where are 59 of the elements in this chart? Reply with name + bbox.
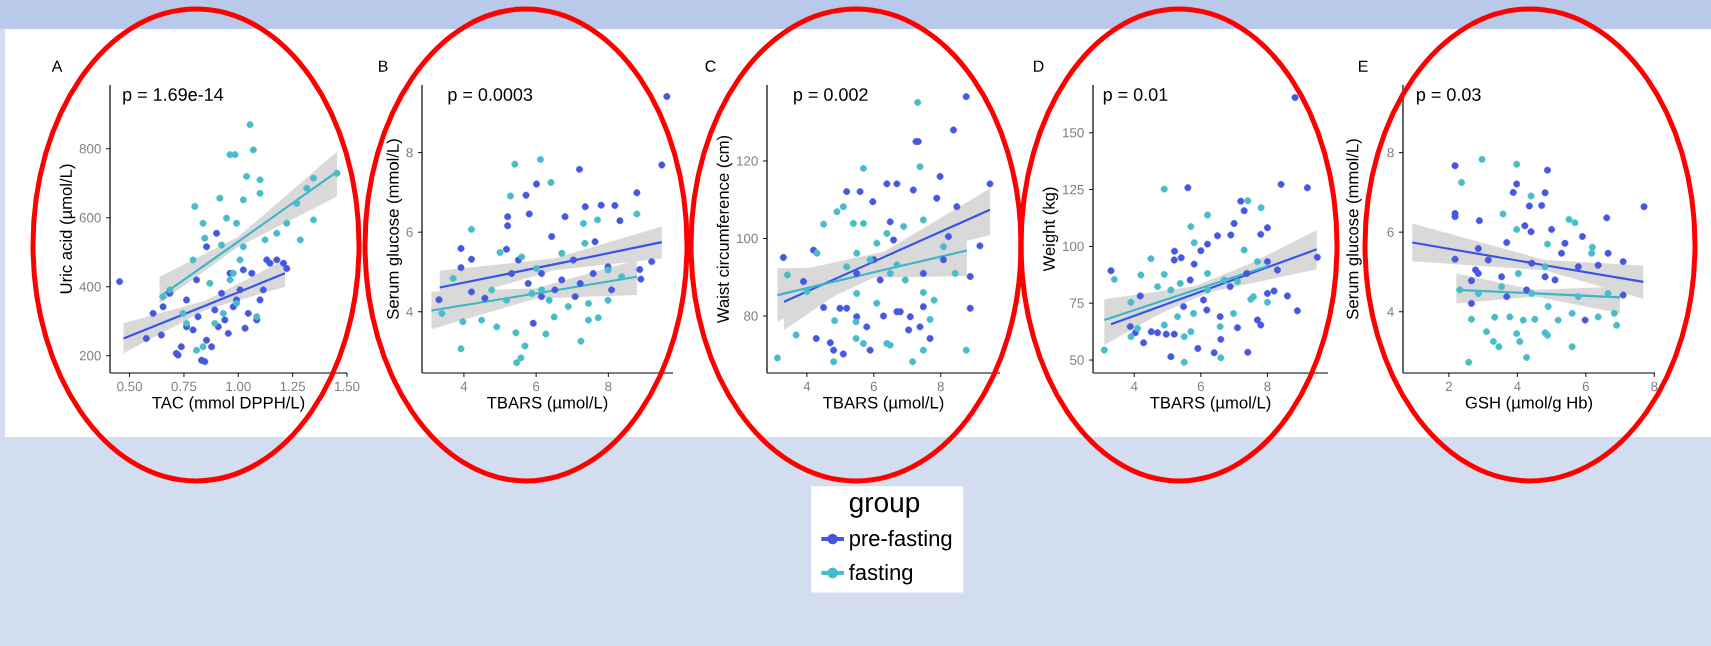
x-tick-label: 6 bbox=[1582, 381, 1589, 392]
x-tick-label: 0.50 bbox=[117, 381, 143, 392]
x-tick-label: 4 bbox=[803, 381, 811, 391]
y-tick-label: 6 bbox=[406, 227, 413, 237]
y-tick-label: 125 bbox=[1063, 184, 1084, 195]
x-tick-label: 0.75 bbox=[171, 381, 197, 392]
legend-label: pre-fasting bbox=[850, 530, 952, 551]
annotation: p = 0.01 bbox=[1103, 88, 1168, 105]
x-tick-label: 6 bbox=[870, 381, 877, 392]
y-axis-title: Serum glucose (mmol/L) bbox=[1346, 139, 1362, 320]
y-tick-label: 150 bbox=[1063, 128, 1084, 138]
y-tick-label: 120 bbox=[737, 156, 758, 166]
y-tick-label: 100 bbox=[737, 233, 758, 244]
y-tick-label: 80 bbox=[744, 311, 758, 321]
x-tick-label: 4 bbox=[460, 381, 468, 391]
y-tick-label: 400 bbox=[79, 282, 101, 292]
y-tick-label: 600 bbox=[79, 213, 101, 223]
x-axis-title: GSH (µmol/g Hb) bbox=[1465, 396, 1593, 412]
chart-title: A bbox=[51, 60, 63, 72]
legend-title: group bbox=[849, 496, 920, 518]
x-tick-label: 1.25 bbox=[280, 381, 306, 392]
x-tick-label: 1.50 bbox=[335, 381, 360, 392]
x-tick-label: 6 bbox=[1197, 381, 1204, 392]
chart-title: D bbox=[1034, 60, 1044, 72]
y-axis-title: Waist circumference (cm) bbox=[716, 135, 733, 324]
x-axis-title: TBARS (µmol/L) bbox=[1150, 396, 1271, 412]
x-tick-label: 1.00 bbox=[226, 381, 251, 392]
x-tick-label: 8 bbox=[605, 381, 612, 392]
legend-label: fasting bbox=[849, 563, 913, 585]
x-tick-label: 8 bbox=[1651, 381, 1658, 392]
x-axis-title: TBARS (µmol/L) bbox=[823, 396, 944, 412]
y-tick-label: 200 bbox=[79, 351, 101, 361]
annotation: p = 0.002 bbox=[794, 88, 868, 105]
chart-title: E bbox=[1359, 60, 1368, 72]
chart-title: C bbox=[705, 60, 716, 72]
y-tick-label: 4 bbox=[1387, 307, 1394, 317]
x-tick-label: 4 bbox=[1130, 381, 1138, 391]
x-tick-label: 4 bbox=[1513, 381, 1521, 391]
y-tick-label: 8 bbox=[406, 147, 413, 158]
x-tick-label: 8 bbox=[937, 381, 944, 392]
y-tick-label: 4 bbox=[406, 307, 413, 317]
x-axis-title: TBARS (µmol/L) bbox=[487, 396, 608, 412]
y-tick-label: 6 bbox=[1387, 227, 1394, 237]
x-axis-title: TAC (mmol DPPH/L) bbox=[152, 396, 305, 412]
y-tick-label: 100 bbox=[1063, 241, 1084, 252]
x-tick-label: 8 bbox=[1264, 381, 1271, 392]
chart-title: B bbox=[379, 60, 388, 72]
x-tick-label: 6 bbox=[533, 381, 540, 392]
annotation: p = 0.0003 bbox=[448, 88, 533, 105]
y-tick-label: 75 bbox=[1070, 298, 1084, 308]
y-axis-title: Weight (kg) bbox=[1042, 187, 1059, 272]
annotation: p = 1.69e-14 bbox=[123, 88, 224, 105]
y-tick-label: 50 bbox=[1070, 355, 1084, 365]
x-tick-label: 2 bbox=[1445, 381, 1452, 392]
y-tick-label: 8 bbox=[1387, 147, 1394, 158]
y-axis-title: Uric acid (µmol/L) bbox=[59, 164, 76, 294]
y-tick-label: 800 bbox=[79, 144, 101, 154]
annotation: p = 0.03 bbox=[1417, 88, 1481, 105]
y-axis-title: Serum glucose (mmol/L) bbox=[386, 139, 403, 320]
